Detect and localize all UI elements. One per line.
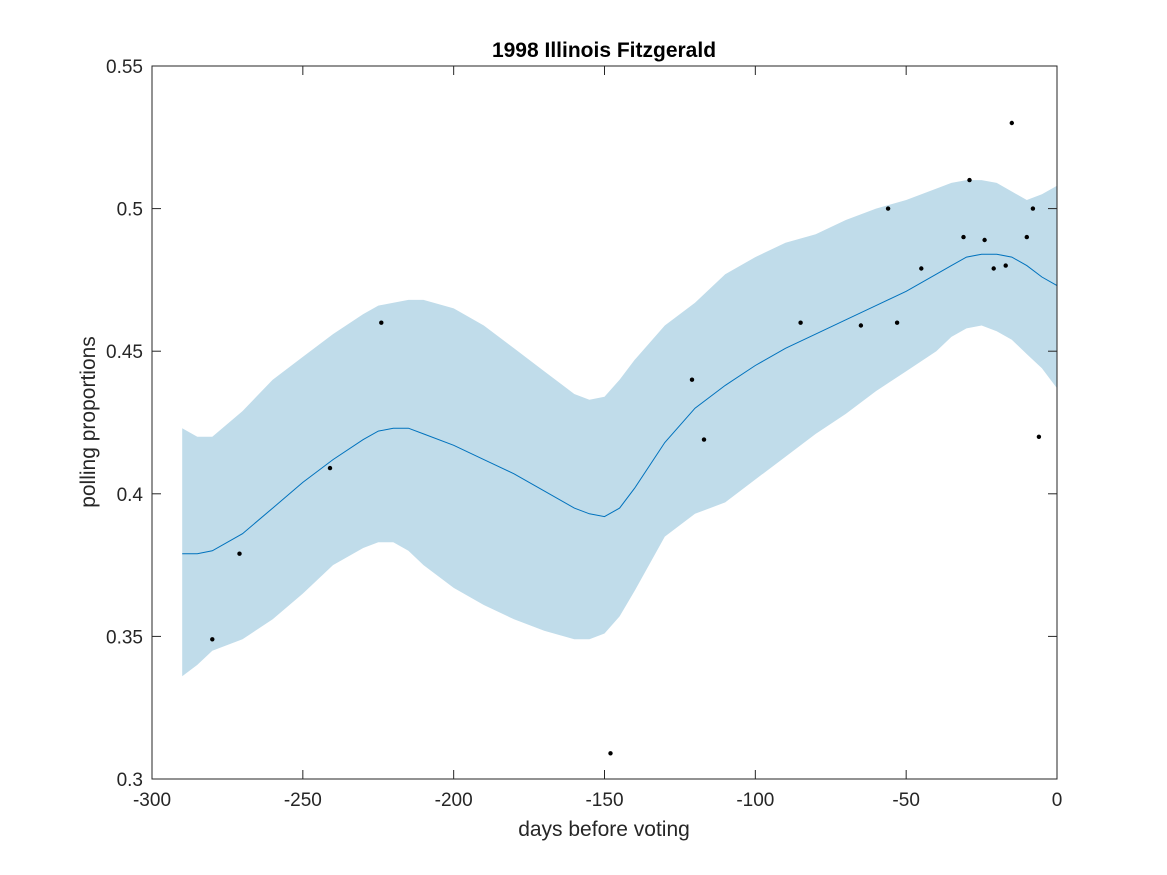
data-point [919, 266, 924, 271]
trend-line [182, 253, 1058, 555]
x-tick-label: -300 [133, 790, 171, 811]
data-point [982, 237, 987, 243]
data-points [210, 120, 1042, 756]
x-axis-label: days before voting [518, 818, 690, 841]
x-tick-label: -150 [585, 790, 623, 811]
data-point [689, 377, 695, 382]
data-point [237, 551, 242, 556]
data-point [327, 465, 333, 471]
x-tick-label: -200 [435, 790, 473, 811]
x-tick-label: -100 [736, 790, 774, 811]
y-tick-label: 0.5 [117, 200, 143, 221]
data-point [885, 206, 891, 211]
data-point [1036, 434, 1042, 439]
data-point [1030, 206, 1036, 211]
y-axis: 0.3 0.35 0.4 0.45 0.5 0.55 [106, 57, 1057, 791]
x-tick-label: 0 [1052, 790, 1063, 811]
x-tick-label: -250 [284, 790, 322, 811]
data-point [1003, 263, 1008, 268]
data-point [798, 320, 803, 325]
data-point [701, 437, 707, 442]
confidence-band [182, 180, 1057, 677]
y-tick-label: 0.45 [106, 342, 143, 363]
y-tick-label: 0.3 [117, 770, 143, 791]
y-tick-label: 0.55 [106, 57, 143, 78]
data-point [991, 266, 996, 271]
data-point [894, 320, 900, 325]
data-point [1024, 234, 1030, 240]
chart-title: 1998 Illinois Fitzgerald [492, 39, 716, 62]
y-axis-label: polling proportions [77, 336, 100, 508]
x-axis: -300 -250 -200 -150 -100 -50 0 [133, 66, 1062, 811]
data-point [1009, 120, 1014, 126]
y-tick-label: 0.4 [117, 485, 144, 506]
x-tick-label: -50 [892, 790, 919, 811]
data-point [379, 320, 384, 325]
data-point [967, 177, 972, 183]
plot-area [152, 66, 1058, 779]
data-point [608, 751, 613, 756]
data-point [858, 323, 864, 328]
data-point [210, 637, 215, 642]
data-point [961, 234, 966, 240]
y-tick-label: 0.35 [106, 627, 143, 648]
